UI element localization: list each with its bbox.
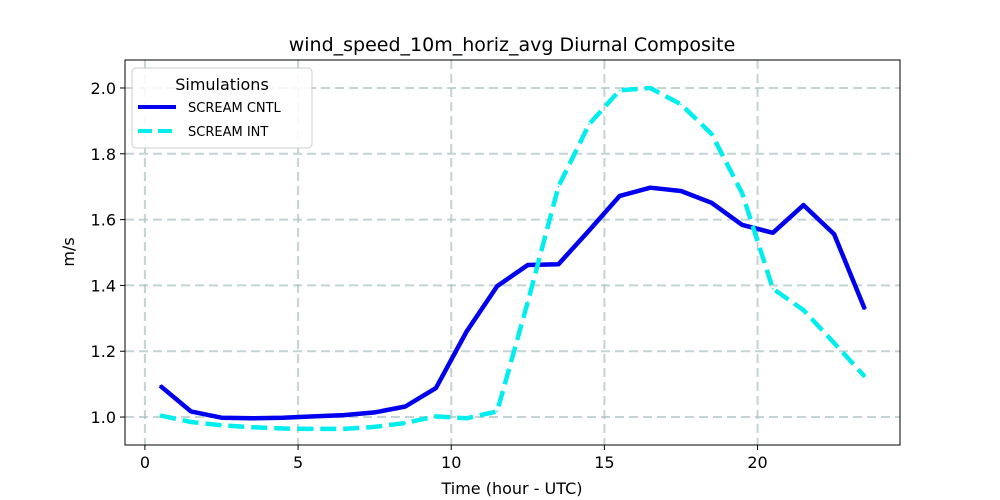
- data-point-scream-cntl: [251, 417, 253, 420]
- y-tick-label: 1.8: [91, 145, 116, 164]
- data-point-scream-int: [710, 133, 713, 135]
- data-point-scream-cntl: [527, 264, 529, 266]
- data-point-scream-cntl: [190, 410, 192, 413]
- data-point-scream-cntl: [863, 308, 866, 310]
- data-point-scream-int: [802, 309, 805, 311]
- y-tick-label: 1.4: [91, 276, 116, 295]
- series-line-scream-cntl: [158, 185, 867, 421]
- data-point-scream-int: [373, 426, 376, 428]
- data-point-scream-cntl: [281, 416, 284, 419]
- data-point-scream-cntl: [220, 416, 223, 419]
- data-point-scream-cntl: [802, 204, 805, 206]
- data-point-scream-int: [527, 301, 529, 303]
- data-point-scream-cntl: [312, 415, 315, 418]
- data-point-scream-int: [680, 103, 682, 106]
- data-point-scream-int: [465, 417, 468, 420]
- data-point-scream-int: [833, 342, 835, 344]
- data-point-scream-int: [343, 428, 345, 430]
- series-layer: [158, 85, 867, 432]
- data-point-scream-int: [557, 185, 560, 188]
- y-tick-label: 1.2: [91, 342, 116, 361]
- x-tick-label: 0: [140, 453, 150, 472]
- data-point-scream-int: [772, 287, 774, 290]
- y-tick-label: 1.6: [91, 211, 116, 230]
- data-point-scream-cntl: [772, 231, 774, 234]
- data-point-scream-int: [404, 422, 407, 424]
- data-point-scream-cntl: [343, 414, 345, 416]
- data-point-scream-cntl: [557, 263, 560, 266]
- data-point-scream-cntl: [465, 330, 468, 333]
- data-point-scream-cntl: [618, 195, 621, 197]
- legend: Simulations SCREAM CNTL SCREAM INT: [131, 67, 313, 149]
- x-tick-label: 15: [594, 453, 614, 472]
- data-point-scream-cntl: [741, 224, 744, 226]
- data-point-scream-cntl: [680, 190, 682, 192]
- y-axis-label: m/s: [59, 237, 78, 266]
- legend-title: Simulations: [175, 75, 269, 94]
- data-point-scream-int: [863, 375, 866, 378]
- chart-title: wind_speed_10m_horiz_avg Diurnal Composi…: [289, 34, 736, 56]
- x-tick-label: 5: [293, 453, 303, 472]
- data-point-scream-cntl: [435, 387, 437, 389]
- data-point-scream-cntl: [649, 186, 652, 189]
- x-tick-label: 10: [441, 453, 461, 472]
- data-point-scream-int: [312, 428, 315, 430]
- data-point-scream-int: [741, 192, 744, 195]
- data-point-scream-int: [190, 421, 192, 423]
- data-point-scream-cntl: [373, 411, 376, 414]
- data-point-scream-cntl: [833, 233, 835, 235]
- data-point-scream-int: [496, 410, 498, 413]
- tick-layer: 0 5 10 15 20 1.0 1.2 1.4 1.6 1.8 2.0: [91, 79, 768, 472]
- data-point-scream-cntl: [404, 405, 407, 408]
- data-point-scream-int: [618, 89, 621, 92]
- x-axis-label: Time (hour - UTC): [440, 479, 582, 498]
- data-point-scream-int: [588, 123, 590, 125]
- legend-label-scream-cntl: SCREAM CNTL: [188, 101, 282, 116]
- series-line-scream-int: [159, 85, 867, 432]
- data-point-scream-int: [220, 424, 223, 427]
- data-point-scream-int: [159, 414, 162, 417]
- plot-frame: [124, 59, 901, 446]
- data-point-scream-int: [251, 426, 253, 429]
- data-point-scream-cntl: [496, 285, 498, 287]
- data-point-scream-cntl: [710, 202, 713, 204]
- legend-label-scream-int: SCREAM INT: [188, 125, 268, 140]
- y-tick-label: 2.0: [91, 79, 116, 98]
- legend-box: [131, 67, 313, 149]
- data-point-scream-cntl: [588, 229, 590, 232]
- data-point-scream-cntl: [159, 384, 162, 387]
- data-point-scream-int: [649, 87, 652, 89]
- data-point-scream-int: [435, 415, 437, 418]
- x-tick-label: 20: [747, 453, 767, 472]
- y-tick-label: 1.0: [91, 408, 116, 427]
- data-point-scream-int: [281, 427, 284, 430]
